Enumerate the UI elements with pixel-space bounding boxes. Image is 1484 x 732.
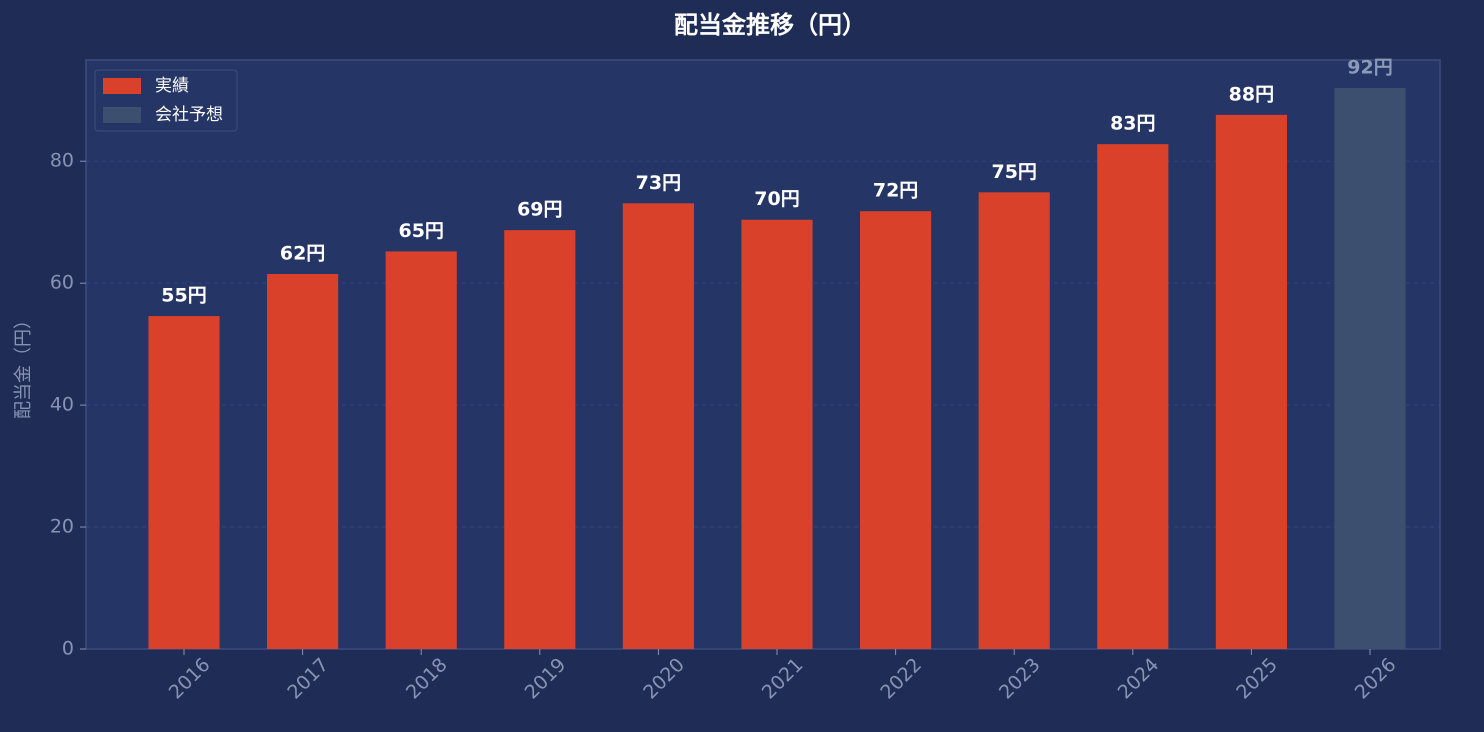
bar: [148, 316, 220, 649]
bar: [860, 211, 932, 649]
value-label: 88円: [1229, 83, 1274, 105]
bar: [741, 219, 813, 649]
bar: [1215, 114, 1287, 649]
bar: [1334, 88, 1406, 650]
legend-label: 実績: [155, 76, 189, 96]
y-tick-label: 20: [50, 516, 74, 538]
value-label: 73円: [636, 172, 681, 194]
value-label: 62円: [280, 243, 325, 265]
y-tick-label: 60: [50, 272, 74, 294]
y-tick-label: 0: [62, 638, 74, 660]
value-label: 83円: [1110, 113, 1155, 135]
value-label: 69円: [517, 199, 562, 221]
value-label: 70円: [754, 188, 799, 210]
y-tick-label: 40: [50, 394, 74, 416]
bar: [978, 192, 1050, 650]
legend-swatch: [103, 107, 141, 123]
y-tick-label: 80: [50, 150, 74, 172]
bar: [504, 230, 576, 649]
bar: [1097, 144, 1169, 649]
y-axis-label: 配当金（円）: [13, 311, 34, 419]
value-label: 92円: [1347, 57, 1392, 79]
chart-title: 配当金推移（円）: [674, 11, 866, 39]
bar: [385, 251, 457, 649]
bar: [622, 203, 694, 649]
value-label: 65円: [398, 220, 443, 242]
legend-label: 会社予想: [155, 105, 223, 125]
value-label: 55円: [161, 285, 206, 307]
value-label: 75円: [991, 161, 1036, 183]
legend-swatch: [103, 78, 141, 94]
bar: [267, 274, 339, 649]
value-label: 72円: [873, 180, 918, 202]
